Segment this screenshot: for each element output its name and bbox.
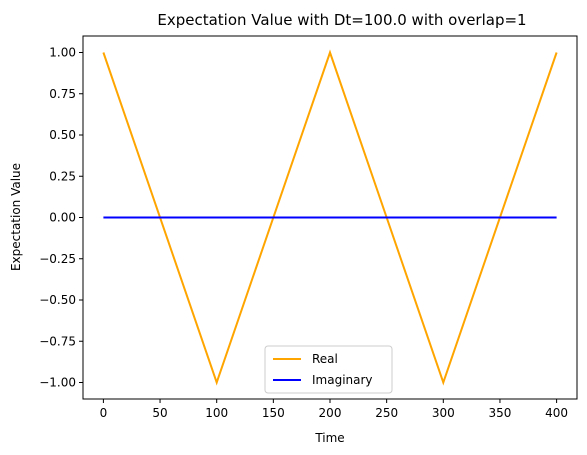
x-tick-label: 250 bbox=[375, 406, 398, 420]
x-tick-label: 100 bbox=[205, 406, 228, 420]
legend-label-imaginary: Imaginary bbox=[312, 373, 373, 387]
x-tick-label: 400 bbox=[545, 406, 568, 420]
x-tick-label: 200 bbox=[319, 406, 342, 420]
plot-area: 0 50 100 150 200 250 300 350 400 1.00 0.75 0.50 0.25… bbox=[39, 35, 578, 420]
legend-label-real: Real bbox=[312, 352, 338, 366]
chart-title: Expectation Value with Dt=100.0 with ove… bbox=[157, 11, 526, 29]
series-line-real bbox=[102, 49, 558, 386]
legend: Real Imaginary bbox=[264, 345, 393, 394]
x-axis-label: Time bbox=[314, 431, 344, 445]
y-axis-label: Expectation Value bbox=[9, 163, 23, 271]
y-tick-label: 0.50 bbox=[49, 128, 76, 142]
x-tick-label: 300 bbox=[432, 406, 455, 420]
y-tick-label: −0.50 bbox=[39, 293, 76, 307]
x-tick-label: 150 bbox=[262, 406, 285, 420]
x-tick-label: 0 bbox=[100, 406, 108, 420]
y-tick-label: −0.75 bbox=[39, 334, 76, 348]
y-tick-label: −0.25 bbox=[39, 252, 76, 266]
y-tick-label: 0.75 bbox=[49, 87, 76, 101]
y-tick-label: 1.00 bbox=[49, 46, 76, 60]
x-tick-label: 350 bbox=[489, 406, 512, 420]
x-tick-label: 50 bbox=[152, 406, 167, 420]
legend-frame bbox=[264, 345, 393, 394]
y-tick-label: −1.00 bbox=[39, 376, 76, 390]
y-tick-label: 0.25 bbox=[49, 169, 76, 183]
y-tick-label: 0.00 bbox=[49, 211, 76, 225]
